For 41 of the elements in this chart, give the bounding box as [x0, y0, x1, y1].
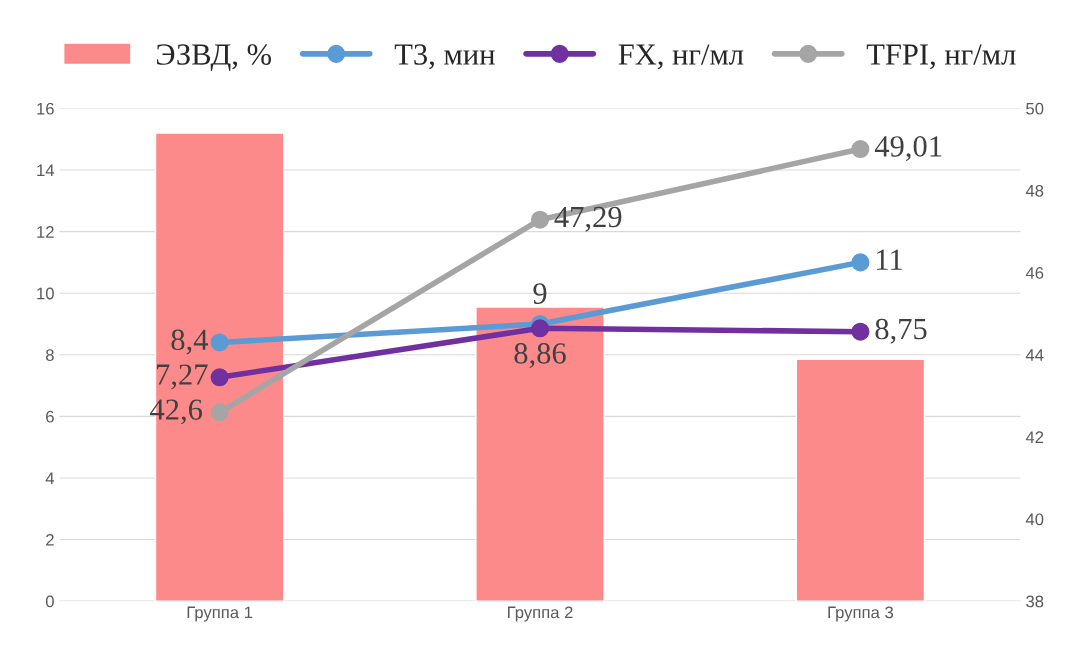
point — [851, 322, 870, 341]
y-tick-label: 14 — [37, 164, 55, 177]
y-tick-label: 6 — [46, 410, 54, 423]
y-tick-label: 8 — [45, 349, 54, 361]
x-tick-label: Группа 2 — [508, 606, 573, 622]
point — [851, 140, 870, 159]
y-tick-label: 0 — [45, 595, 54, 608]
legend-label: T3, мин — [394, 44, 495, 70]
data-label: 49,01 — [874, 136, 942, 162]
y2-tick-label: 42 — [1025, 431, 1044, 443]
data-label: 11 — [876, 249, 902, 270]
y2-tick-label: 44 — [1025, 349, 1044, 361]
y-tick-label: 2 — [46, 533, 54, 546]
x-tick-label: Группа 3 — [828, 606, 894, 622]
legend-label: FX, нг/мл — [618, 44, 744, 70]
y2-tick-label: 40 — [1025, 513, 1044, 526]
y2-tick-label: 46 — [1025, 267, 1044, 279]
y-tick-label: 10 — [37, 287, 54, 300]
data-label: 7,27 — [157, 364, 208, 390]
data-label: 8,4 — [171, 329, 209, 355]
point — [530, 210, 550, 229]
data-label: 9 — [533, 283, 547, 304]
y-tick-label: 4 — [45, 472, 55, 485]
y2-tick-label: 50 — [1026, 102, 1044, 115]
bar — [475, 306, 605, 602]
point — [851, 253, 870, 272]
point — [210, 403, 229, 422]
point — [530, 319, 550, 338]
point — [210, 333, 229, 352]
y-tick-label: 16 — [37, 102, 54, 115]
y2-tick-label: 38 — [1026, 595, 1044, 608]
x-tick-label: Группа 1 — [187, 606, 253, 622]
point — [210, 368, 229, 387]
legend-label: ЭЗВД, % — [157, 44, 271, 72]
y-tick-label: 12 — [37, 225, 54, 238]
data-label: 8,75 — [875, 318, 927, 344]
y2-tick-label: 48 — [1025, 184, 1044, 197]
data-label: 47,29 — [554, 206, 622, 232]
bar — [795, 358, 926, 602]
data-label: 8,86 — [514, 343, 566, 369]
legend-label: TFPI, нг/мл — [866, 44, 1016, 70]
